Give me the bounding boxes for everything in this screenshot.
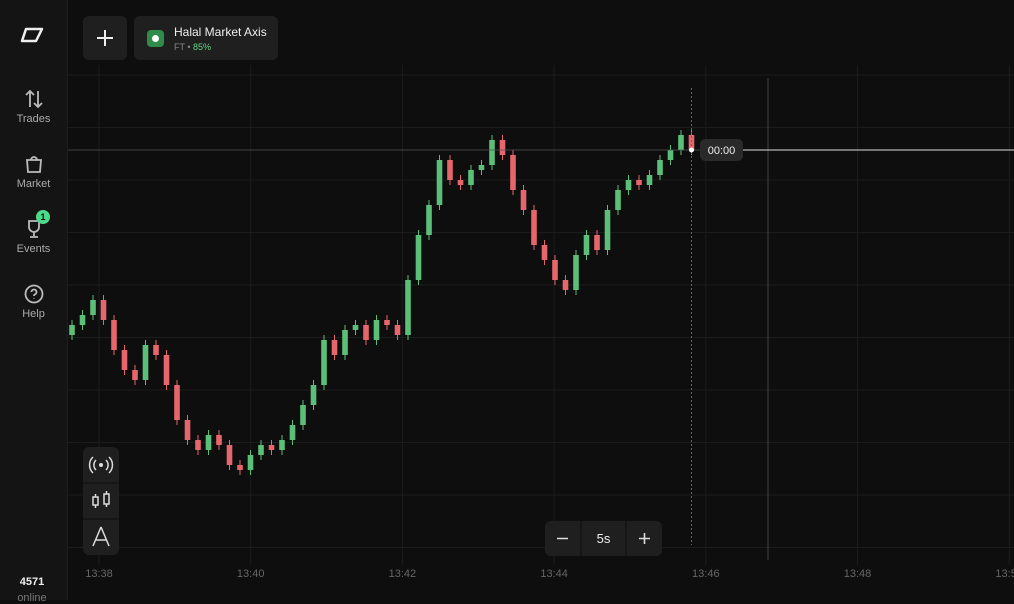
nav-events[interactable]: Events 1 [0, 210, 67, 255]
asset-name: Halal Market Axis [174, 25, 267, 39]
x-tick-label: 13:50 [995, 568, 1014, 580]
candle-body [688, 135, 695, 150]
candle-body [531, 210, 537, 245]
x-tick-label: 13:46 [692, 568, 720, 580]
candle-body [646, 175, 653, 185]
candle-body [384, 320, 390, 325]
candle-body [216, 435, 222, 445]
candle-body [363, 325, 369, 340]
candle-body [541, 245, 548, 260]
candle-body [132, 370, 138, 380]
candle-body [468, 170, 474, 185]
nav-label: Help [22, 308, 45, 320]
candle-body [447, 160, 453, 180]
x-tick-label: 13:38 [85, 568, 113, 580]
candle-body [195, 440, 201, 450]
candle-body [604, 210, 611, 250]
asset-payout: 85% [193, 42, 212, 52]
candle-body [300, 405, 306, 425]
candle-body [594, 235, 600, 250]
nav-market[interactable]: Market [0, 153, 67, 190]
tools [83, 447, 119, 555]
x-tick-label: 13:48 [844, 568, 872, 580]
candle-body [405, 280, 411, 335]
candle-body [573, 255, 579, 290]
candle-body [657, 160, 663, 175]
tool-icons[interactable] [83, 447, 119, 555]
timer-bg [700, 139, 743, 161]
asset-tab[interactable]: Halal Market Axis FT • 85% [134, 16, 278, 60]
candle-body [121, 350, 128, 370]
candle-body [268, 445, 275, 450]
candle-body [100, 300, 107, 320]
candle-body [289, 425, 296, 440]
candle-body [394, 325, 401, 335]
candle-body [499, 140, 506, 155]
candle-body [153, 345, 159, 355]
candle-body [258, 445, 264, 455]
logo [20, 27, 44, 43]
x-tick-label: 13:40 [237, 568, 265, 580]
candle-body [489, 140, 495, 165]
candle-body [426, 205, 432, 235]
interval-control: 5s [545, 521, 662, 556]
badge: 1 [36, 210, 50, 224]
nav-help[interactable]: Help [0, 283, 67, 320]
interval[interactable]: 5s [596, 531, 611, 546]
candle-body [510, 155, 516, 190]
now-dot [689, 147, 694, 153]
candle-body [520, 190, 527, 210]
nav-label: Market [16, 178, 51, 190]
candle-body [373, 320, 380, 340]
x-tick-label: 13:42 [389, 568, 417, 580]
candle-body [205, 435, 212, 450]
candle-body [237, 465, 243, 470]
candle-body [247, 455, 254, 470]
candle-body [636, 180, 642, 185]
candle-body [562, 280, 569, 290]
candle-body [678, 135, 684, 150]
candle-body [415, 235, 422, 280]
x-tick-label: 13:44 [540, 568, 568, 580]
candle-body [90, 300, 96, 315]
candle-body [163, 355, 170, 385]
chart: 13:38 13:40 13:42 13:44 13:46 13:48 13:50 00:00 [68, 65, 1014, 580]
candle-body [226, 445, 233, 465]
nav-trades[interactable]: Trades [0, 88, 67, 125]
sidebar: Trades Market Events 1 Help 4571 online [0, 0, 68, 604]
asset-icon [147, 30, 164, 47]
candle-body [625, 180, 632, 190]
timer: 00:00 [708, 145, 736, 157]
candle-body [552, 260, 558, 280]
candle-body [184, 420, 191, 440]
candle-body [174, 385, 180, 420]
online-label: online [17, 592, 47, 604]
candle-body [69, 325, 75, 335]
candle-body [615, 190, 621, 210]
candle-body [279, 440, 285, 450]
candle-body [667, 150, 674, 160]
candle-body [352, 325, 359, 330]
candle-body [331, 340, 338, 355]
online-count: 4571 [19, 576, 45, 588]
candle-body [583, 235, 590, 255]
nav-label: Trades [16, 113, 51, 125]
nav-label: Events [16, 243, 51, 255]
candle-body [457, 180, 464, 185]
candle-body [342, 330, 348, 355]
candle-body [142, 345, 149, 380]
candle-body [436, 160, 443, 205]
add-button[interactable] [83, 16, 127, 60]
candle-body [310, 385, 317, 405]
candle-body [478, 165, 485, 170]
candle-body [321, 340, 327, 385]
asset-type: FT [174, 42, 185, 52]
candle-body [79, 315, 86, 325]
candle-body [111, 320, 117, 350]
